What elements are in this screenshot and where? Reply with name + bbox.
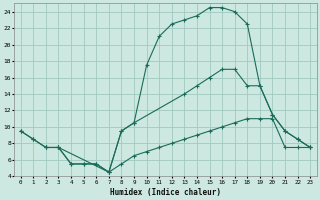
X-axis label: Humidex (Indice chaleur): Humidex (Indice chaleur)	[110, 188, 221, 197]
